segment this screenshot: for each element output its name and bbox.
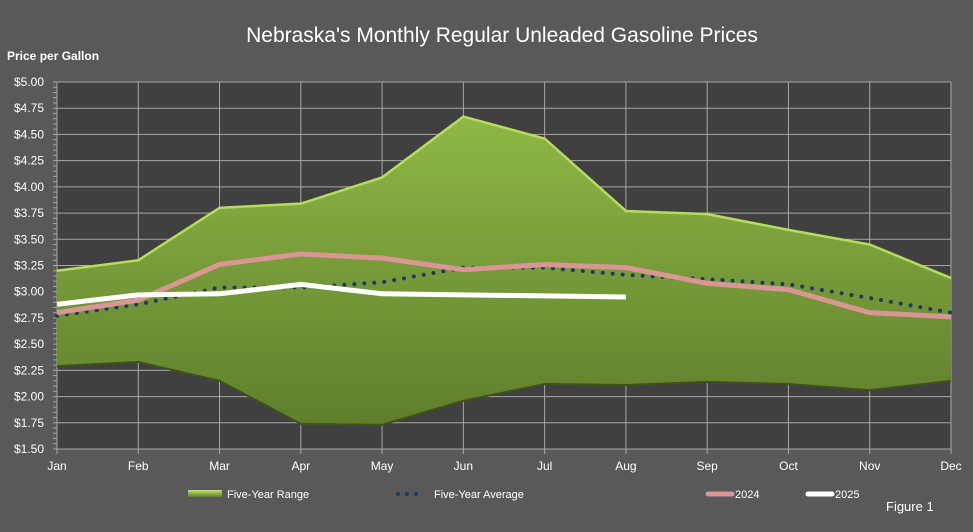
x-tick-label: Jun (454, 459, 473, 473)
y-axis-label: Price per Gallon (7, 49, 99, 63)
y-tick-label: $4.50 (14, 127, 44, 141)
y-tick-label: $1.50 (14, 442, 44, 456)
y-tick-label: $3.50 (14, 232, 44, 246)
x-tick-label: Nov (859, 459, 880, 473)
x-tick-label: Dec (940, 459, 961, 473)
x-tick-label: Jan (47, 459, 66, 473)
x-tick-label: Apr (291, 459, 310, 473)
legend-label-five-year-average: Five-Year Average (434, 489, 524, 501)
y-tick-label: $4.00 (14, 180, 44, 194)
legend-swatch-five-year-range (188, 490, 222, 497)
chart-title: Nebraska's Monthly Regular Unleaded Gaso… (246, 24, 758, 47)
five-year-range-high-edge (56, 115, 952, 280)
x-tick-label: Feb (128, 459, 149, 473)
legend-label-2025: 2025 (835, 489, 859, 501)
y-tick-label: $2.50 (14, 337, 44, 351)
x-tick-label: Mar (209, 459, 230, 473)
figure-label: Figure 1 (886, 499, 934, 514)
five-year-range-area (57, 116, 951, 425)
y-tick-label: $3.75 (14, 206, 44, 220)
legend-label-2024: 2024 (735, 489, 759, 501)
y-tick-label: $3.00 (14, 285, 44, 299)
y-tick-label: $4.25 (14, 154, 44, 168)
y-tick-label: $2.75 (14, 311, 44, 325)
x-tick-label: Sep (697, 459, 719, 473)
y-tick-label: $2.00 (14, 390, 44, 404)
y-tick-label: $3.25 (14, 259, 44, 273)
y-tick-label: $5.00 (14, 75, 44, 89)
x-tick-label: May (371, 459, 394, 473)
y-tick-label: $2.25 (14, 363, 44, 377)
x-tick-label: Aug (615, 459, 636, 473)
legend-label-five-year-range: Five-Year Range (227, 489, 309, 501)
x-tick-label: Oct (779, 459, 798, 473)
x-tick-label: Jul (537, 459, 552, 473)
five-year-range-low-edge (56, 360, 952, 426)
2024-line (56, 251, 952, 320)
y-tick-label: $4.75 (14, 101, 44, 115)
2025-line (56, 281, 626, 307)
y-tick-label: $1.75 (14, 416, 44, 430)
